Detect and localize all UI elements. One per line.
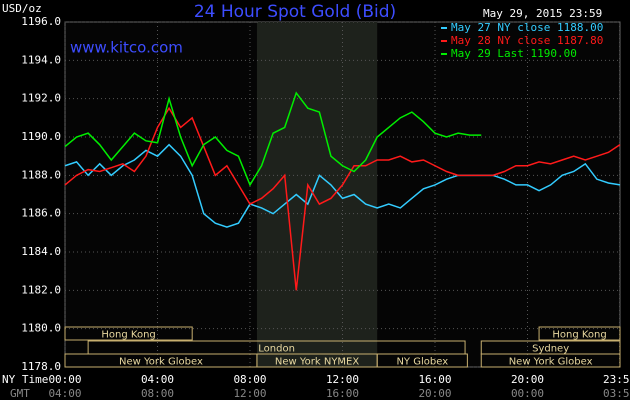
x2-tick-label: 04:00 (48, 387, 81, 400)
x2-tick-label: 00:00 (511, 387, 544, 400)
session-label: New York Globex (509, 357, 593, 368)
y-tick-label: 1192.0 (21, 92, 61, 105)
session-label: New York Globex (119, 357, 203, 368)
x-tick-label: 00:00 (48, 373, 81, 386)
session-label: NY Globex (396, 357, 448, 368)
x-axis-label: NY Time (2, 373, 48, 386)
y-tick-label: 1188.0 (21, 168, 61, 181)
session-box (538, 326, 621, 341)
y-tick-label: 1178.0 (21, 360, 61, 373)
x2-tick-label: 03:59 (603, 387, 630, 400)
y-tick-label: 1194.0 (21, 53, 61, 66)
legend-label: May 29 Last 1190.00 (451, 47, 577, 60)
y-tick-label: 1184.0 (21, 245, 61, 258)
legend-label: May 27 NY close 1188.00 (451, 21, 603, 34)
session-label: New York NYMEX (275, 357, 360, 368)
x-tick-label: 08:00 (233, 373, 266, 386)
x-tick-label: 23:59 (603, 373, 630, 386)
watermark: www.kitco.com (70, 39, 183, 57)
x2-tick-label: 12:00 (233, 387, 266, 400)
x2-tick-label: 20:00 (418, 387, 451, 400)
session-label: Sydney (532, 344, 569, 355)
x-tick-label: 16:00 (418, 373, 451, 386)
series-line (64, 91, 482, 187)
y-tick-label: 1190.0 (21, 130, 61, 143)
series-line (64, 106, 621, 291)
session-label: Hong Kong (552, 330, 606, 341)
session-box (64, 326, 193, 341)
x-tick-label: 12:00 (326, 373, 359, 386)
y-tick-label: 1186.0 (21, 207, 61, 220)
y-unit: USD/oz (2, 2, 42, 15)
y-tick-label: 1196.0 (21, 15, 61, 28)
session-box (480, 353, 621, 368)
timestamp: May 29, 2015 23:59 (483, 7, 602, 20)
session-shade (256, 22, 378, 367)
x-tick-label: 20:00 (511, 373, 544, 386)
session-label: Hong Kong (101, 330, 155, 341)
session-label: London (258, 344, 295, 355)
x2-axis-label: GMT (10, 387, 30, 400)
x2-tick-label: 16:00 (326, 387, 359, 400)
series-line (64, 143, 621, 228)
session-box (376, 353, 468, 368)
y-tick-label: 1182.0 (21, 283, 61, 296)
x2-tick-label: 08:00 (141, 387, 174, 400)
chart-title: 24 Hour Spot Gold (Bid) (194, 2, 396, 22)
y-tick-label: 1180.0 (21, 322, 61, 335)
x-tick-label: 04:00 (141, 373, 174, 386)
legend-label: May 28 NY close 1187.80 (451, 34, 603, 47)
